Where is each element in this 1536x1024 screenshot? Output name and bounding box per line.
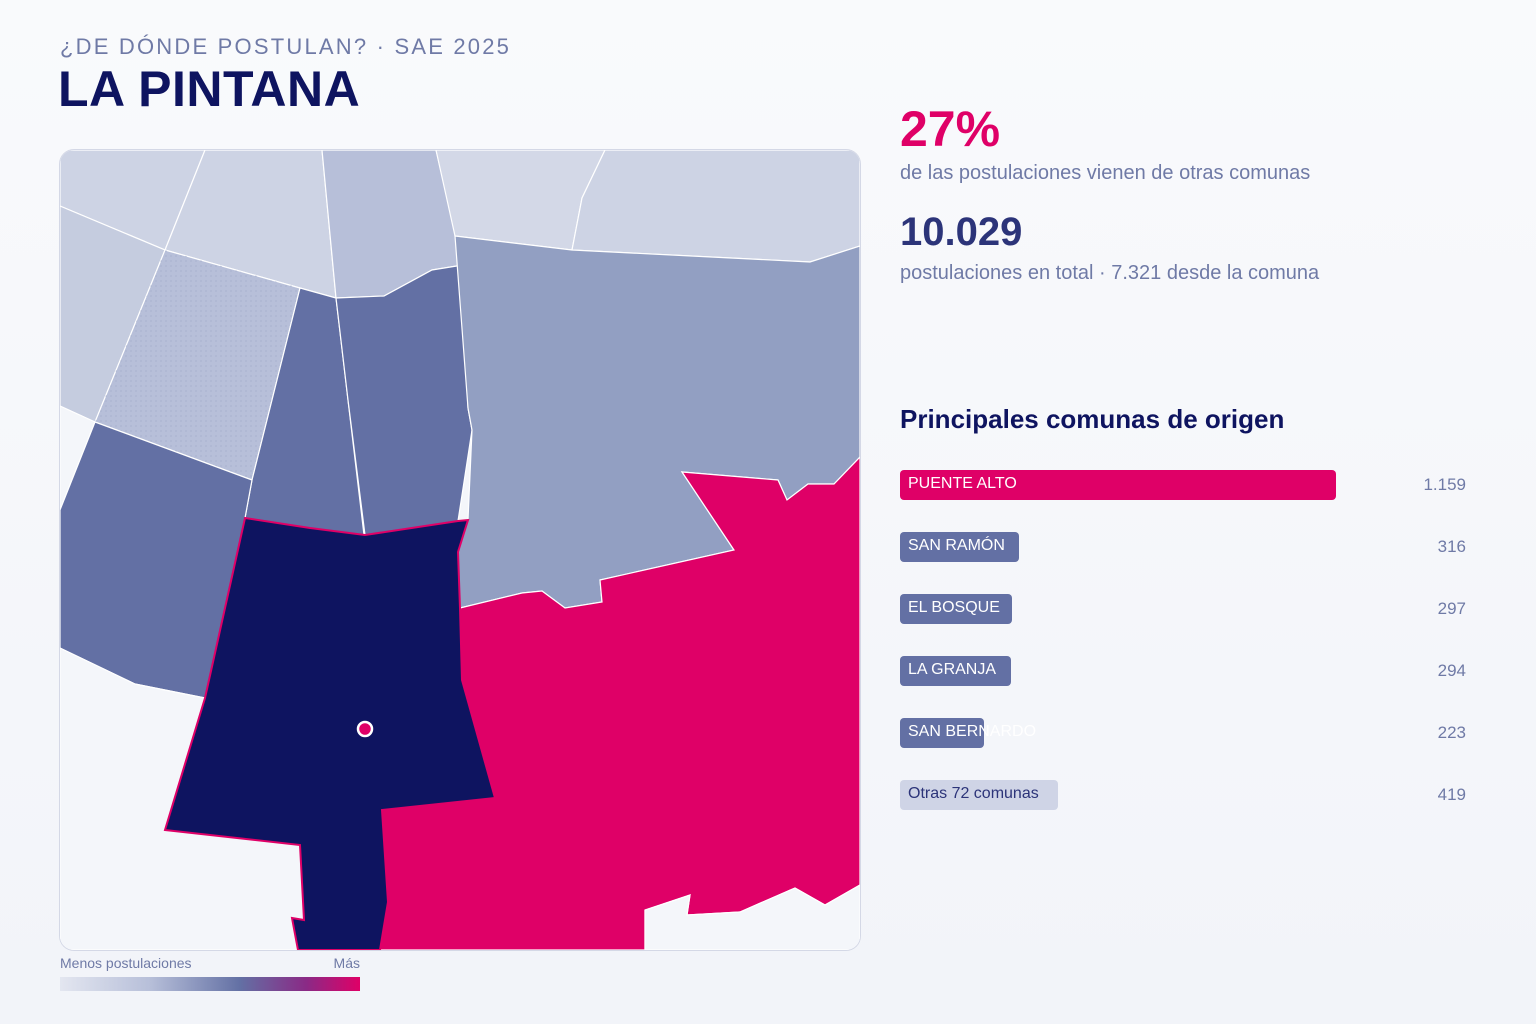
ranking-bar: [900, 532, 1019, 562]
external-share-value: 27%: [900, 101, 1001, 157]
legend-low-label: Menos postulaciones: [60, 955, 192, 971]
ranking-value: 1.159: [1423, 475, 1466, 494]
ranking-row[interactable]: SAN RAMÓN 316: [900, 532, 1466, 562]
ranking-value: 294: [1437, 661, 1466, 680]
ranking-label: SAN BERNARDO: [908, 723, 1037, 740]
ranking-row[interactable]: Otras 72 comunas 419: [900, 780, 1466, 810]
page-title: LA PINTANA: [58, 61, 361, 117]
ranking-bar: [900, 594, 1012, 624]
comuna-west-2-pattern: [95, 250, 300, 480]
ranking-row[interactable]: SAN BERNARDO 223: [900, 718, 1466, 748]
map-legend: Menos postulaciones Más: [60, 955, 360, 991]
comuna-la-pintana[interactable]: [163, 516, 497, 950]
page-kicker: ¿DE DÓNDE POSTULAN? · SAE 2025: [60, 34, 512, 59]
ranking-value: 297: [1437, 599, 1466, 618]
la-pintana-marker[interactable]: [356, 720, 374, 738]
ranking-bar: [900, 656, 1011, 686]
total-applications-caption: postulaciones en total · 7.321 desde la …: [900, 262, 1320, 284]
ranking-bar: [900, 470, 1336, 500]
ranking-value: 419: [1437, 785, 1466, 804]
ranking-label: SAN RAMÓN: [908, 537, 1005, 554]
comuna-pirque[interactable]: [644, 884, 860, 950]
ranking-bar: [900, 718, 984, 748]
ranking-row[interactable]: LA GRANJA 294: [900, 656, 1466, 686]
ranking-label: PUENTE ALTO: [908, 475, 1017, 492]
choropleth-map[interactable]: [60, 150, 860, 950]
ranking-row[interactable]: PUENTE ALTO 1.159: [900, 470, 1466, 500]
ranking-bar: [900, 780, 1058, 810]
legend-high-label: Más: [333, 955, 360, 971]
legend-labels: Menos postulaciones Más: [60, 955, 360, 971]
external-share-caption: de las postulaciones vienen de otras com…: [900, 162, 1311, 184]
total-applications-value: 10.029: [900, 210, 1023, 254]
ranking-label: LA GRANJA: [908, 661, 997, 678]
ranking-row[interactable]: EL BOSQUE 297: [900, 594, 1466, 624]
ranking-label: Otras 72 comunas: [908, 785, 1039, 802]
map-svg: [60, 150, 860, 950]
ranking-value: 316: [1437, 537, 1466, 556]
comuna-northeast[interactable]: [571, 150, 860, 263]
ranking-title: Principales comunas de origen: [900, 404, 1285, 434]
ranking-label: EL BOSQUE: [908, 599, 1000, 616]
ranking-value: 223: [1437, 723, 1466, 742]
legend-gradient-bar: [60, 977, 360, 991]
